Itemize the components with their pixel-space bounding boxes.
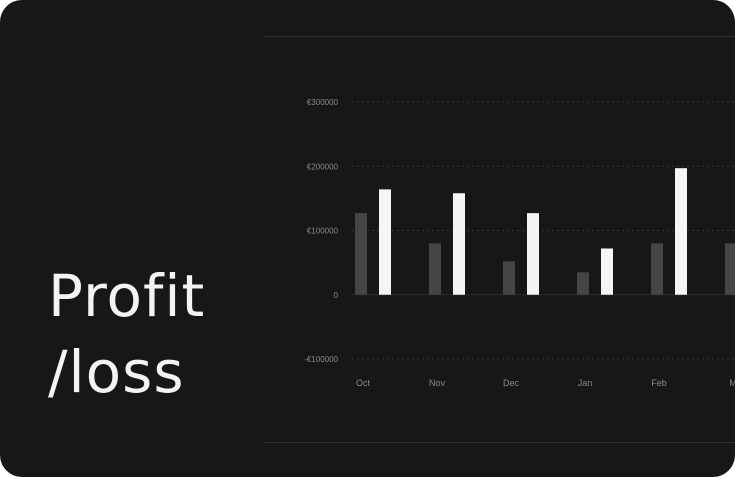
- bar-series-2: [453, 193, 465, 295]
- x-category-label: M: [729, 378, 735, 388]
- x-category-label: Dec: [503, 378, 520, 388]
- bar-series-1: [429, 243, 441, 295]
- x-category-label: Nov: [429, 378, 446, 388]
- y-tick-label: 0: [334, 291, 339, 300]
- y-tick-label: €100000: [307, 227, 339, 236]
- bar-series-1: [725, 243, 735, 295]
- card-title: Profit /loss: [48, 258, 205, 410]
- bar-series-2: [675, 168, 687, 295]
- y-tick-label: -€100000: [304, 355, 338, 364]
- x-category-label: Jan: [578, 378, 593, 388]
- y-tick-label: €200000: [307, 162, 339, 171]
- bar-series-2: [601, 248, 613, 295]
- profit-loss-bar-chart: €300000 €200000 €100000 0 -€100000 Oct Nov Dec J…: [304, 98, 735, 388]
- bar-series-1: [355, 213, 367, 295]
- bar-series-1: [503, 261, 515, 295]
- chart-panel: €300000 €200000 €100000 0 -€100000 Oct Nov Dec J…: [264, 36, 735, 443]
- bar-series-2: [527, 213, 539, 295]
- x-category-label: Oct: [356, 378, 371, 388]
- bar-series-2: [379, 189, 391, 295]
- bar-series-1: [577, 272, 589, 295]
- y-tick-label: €300000: [307, 98, 339, 107]
- card-title-line-1: Profit: [48, 262, 206, 330]
- bar-series-1: [651, 243, 663, 295]
- x-category-label: Feb: [651, 378, 667, 388]
- card-title-line-2: /loss: [48, 338, 185, 406]
